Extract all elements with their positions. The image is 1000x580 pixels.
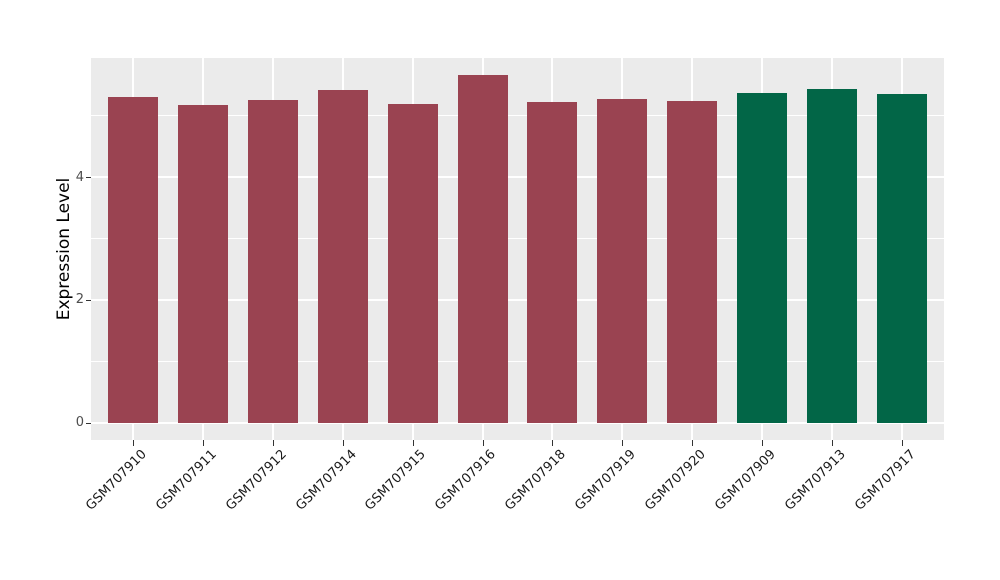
x-tick-mark-GSM707910 bbox=[132, 440, 134, 446]
gridline-major-y-0 bbox=[91, 421, 944, 424]
y-tick-mark-4 bbox=[86, 177, 91, 179]
x-tick-mark-GSM707916 bbox=[482, 440, 484, 446]
x-tick-mark-GSM707919 bbox=[622, 440, 624, 446]
x-tick-mark-GSM707914 bbox=[342, 440, 344, 446]
bar-GSM707912 bbox=[247, 100, 298, 423]
y-tick-mark-2 bbox=[86, 299, 91, 301]
bar-GSM707914 bbox=[317, 89, 368, 423]
gridline-major-y-2 bbox=[91, 298, 944, 301]
bar-GSM707918 bbox=[527, 101, 578, 423]
bar-GSM707909 bbox=[737, 93, 788, 423]
x-tick-mark-GSM707920 bbox=[692, 440, 694, 446]
gridline-minor-y-3 bbox=[91, 238, 944, 240]
gridline-minor-y-5 bbox=[91, 115, 944, 117]
bar-GSM707911 bbox=[177, 104, 228, 423]
y-tick-mark-0 bbox=[86, 422, 91, 424]
x-tick-mark-GSM707915 bbox=[412, 440, 414, 446]
x-tick-mark-GSM707911 bbox=[202, 440, 204, 446]
x-tick-mark-GSM707912 bbox=[272, 440, 274, 446]
bar-GSM707913 bbox=[807, 88, 858, 423]
bar-GSM707919 bbox=[597, 99, 648, 423]
plot-panel bbox=[91, 58, 944, 440]
y-tick-label-0: 0 bbox=[75, 415, 84, 431]
x-tick-label-GSM707917: GSM707917 bbox=[708, 447, 919, 514]
gridline-major-y-4 bbox=[91, 176, 944, 179]
bar-GSM707917 bbox=[877, 93, 928, 423]
bar-GSM707916 bbox=[457, 74, 508, 423]
x-tick-mark-GSM707913 bbox=[832, 440, 834, 446]
bar-GSM707910 bbox=[107, 97, 158, 423]
gridline-minor-y-1 bbox=[91, 360, 944, 362]
x-tick-mark-GSM707909 bbox=[762, 440, 764, 446]
x-tick-mark-GSM707918 bbox=[552, 440, 554, 446]
y-tick-label-4: 4 bbox=[75, 169, 84, 185]
bar-GSM707920 bbox=[667, 100, 718, 423]
y-tick-label-2: 2 bbox=[75, 292, 84, 308]
x-tick-mark-GSM707917 bbox=[902, 440, 904, 446]
bar-GSM707915 bbox=[387, 104, 438, 423]
x-tick-label-text: GSM707917 bbox=[852, 447, 919, 514]
